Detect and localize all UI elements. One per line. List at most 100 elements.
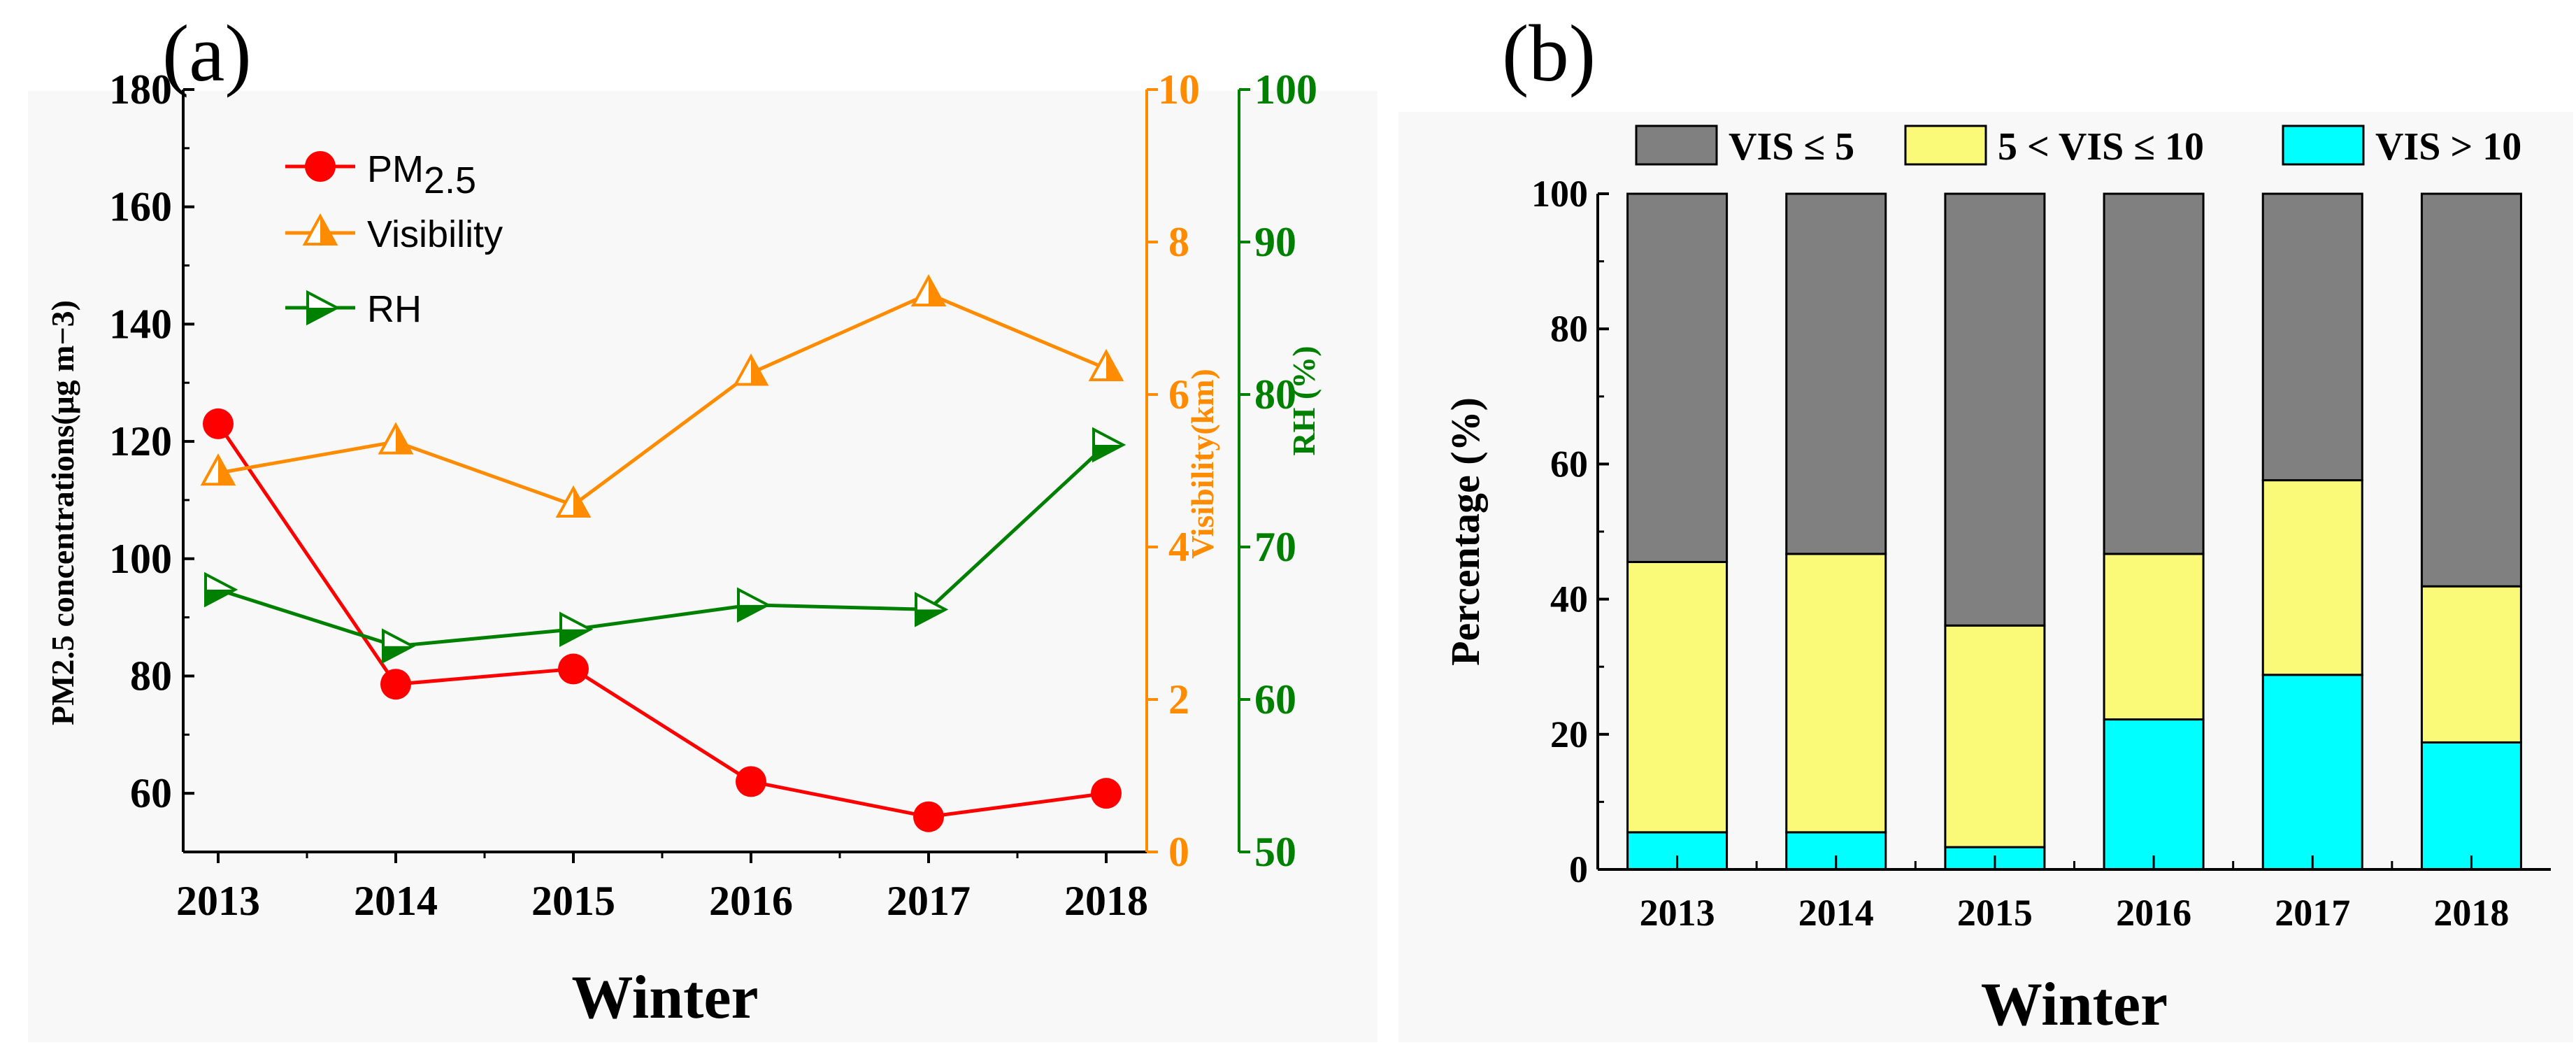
legend-label-pm25: PM2.5	[367, 148, 476, 201]
data-point	[558, 653, 589, 685]
series-line	[217, 292, 1107, 507]
bar-segment	[1944, 624, 2046, 848]
series-visibility	[200, 273, 1124, 518]
data-point-fill	[573, 488, 589, 517]
series-line	[216, 422, 1107, 819]
chart-b: (b) 2013 2014 2015 2016 2017 2018 0 20 40 60 80 100 W…	[1443, 9, 2551, 1039]
legend-label-vis: Visibility	[367, 213, 503, 255]
left-y-tick-label: 180	[109, 66, 172, 113]
y-tick-label: 20	[1550, 713, 1588, 755]
rh-y-axis-title: RH (%)	[1286, 346, 1322, 455]
bar-segment	[1785, 553, 1887, 834]
bar-segment	[1626, 831, 1729, 871]
bar-segment	[2420, 192, 2522, 588]
bar-segment	[2420, 585, 2522, 744]
data-point	[736, 766, 766, 797]
legend-marker-rh-fill	[308, 308, 337, 323]
bar-segment	[1626, 560, 1729, 834]
x-tick-label: 2014	[354, 878, 438, 924]
bar-segment	[2420, 741, 2522, 871]
rh-y-tick-label: 50	[1254, 829, 1296, 875]
data-point-fill	[396, 425, 411, 453]
bar-stack-2014	[1785, 192, 1887, 871]
left-y-tick-label: 140	[109, 301, 172, 347]
left-y-tick-label: 160	[109, 184, 172, 230]
data-point-fill	[1106, 351, 1122, 380]
chart-a: (a) 60 80 100 120 140 160 180 0 2 4 6 8 10 50 60 70 80 90 1…	[45, 9, 1322, 1032]
left-y-tick-label: 120	[109, 418, 172, 464]
bar-segment	[2103, 192, 2205, 555]
x-axis-title: Winter	[571, 964, 758, 1032]
x-axis-title: Winter	[1981, 971, 2168, 1039]
x-tick-label: 2016	[2116, 892, 2191, 934]
legend-swatch	[1904, 125, 1987, 166]
series-pm25	[203, 408, 1122, 832]
legend-label-pm-main: PM	[367, 148, 424, 190]
data-point	[913, 801, 944, 832]
x-tick-label: 2014	[1798, 892, 1874, 934]
legend-a: PM2.5 Visibility RH	[285, 148, 503, 330]
visibility-y-tick-label: 6	[1168, 371, 1189, 418]
left-y-tick-label: 80	[130, 653, 172, 699]
data-point-fill	[738, 604, 768, 620]
legend-swatch	[1635, 125, 1718, 166]
panel-label-a: (a)	[162, 9, 252, 98]
visibility-y-tick-label: 2	[1168, 676, 1189, 723]
x-tick-label: 2013	[1640, 892, 1715, 934]
visibility-y-axis-title: Visibility(km)	[1185, 369, 1220, 559]
legend-label: 5 < VIS ≤ 10	[1998, 125, 2204, 169]
x-tick-label: 2013	[176, 878, 260, 924]
data-point-fill	[916, 609, 945, 625]
bar-segment	[2103, 718, 2205, 871]
rh-y-tick-label: 60	[1254, 676, 1296, 723]
data-point-fill	[561, 629, 590, 645]
legend-label-pm-sub: 2.5	[424, 159, 476, 201]
rh-y-tick-label: 80	[1254, 371, 1296, 418]
y-tick-label: 60	[1550, 443, 1588, 485]
y-tick-label: 0	[1569, 848, 1588, 890]
bar-segment	[1785, 192, 1887, 555]
data-point-fill	[383, 646, 413, 662]
y-tick-label: 100	[1531, 173, 1588, 215]
visibility-y-tick-label: 0	[1168, 829, 1189, 875]
x-tick-label: 2015	[1957, 892, 2033, 934]
panel-a-background	[28, 91, 1378, 1042]
left-y-tick-label: 60	[130, 770, 172, 816]
series-line	[217, 443, 1108, 648]
data-point-fill	[218, 456, 234, 485]
x-tick-label: 2016	[709, 878, 793, 924]
legend-label: VIS > 10	[2375, 125, 2521, 169]
data-point	[203, 408, 234, 439]
data-point	[1091, 778, 1122, 809]
legend-label: VIS ≤ 5	[1729, 125, 1854, 169]
legend-label-rh: RH	[367, 288, 422, 330]
y-tick-label: 80	[1550, 308, 1588, 350]
bar-segment	[2261, 192, 2363, 482]
bar-stack-2018	[2420, 192, 2522, 871]
x-tick-label: 2018	[2433, 892, 2509, 934]
visibility-y-tick-label: 4	[1168, 524, 1189, 570]
left-y-tick-label: 100	[109, 536, 172, 582]
x-tick-label: 2018	[1064, 878, 1148, 924]
data-point-fill	[206, 590, 235, 606]
x-tick-label: 2017	[887, 878, 971, 924]
y-tick-label: 40	[1550, 578, 1588, 620]
bar-segment	[2261, 674, 2363, 871]
legend-marker-vis-fill	[320, 216, 336, 244]
bar-stack-2015	[1944, 192, 2046, 871]
legend-swatch	[2282, 125, 2365, 166]
bar-stack-2017	[2261, 192, 2363, 871]
bar-segment	[1944, 192, 2046, 627]
x-tick-label: 2017	[2275, 892, 2350, 934]
legend-marker-pm	[305, 151, 336, 182]
bar-stack-2013	[1626, 192, 1729, 871]
visibility-y-tick-label: 8	[1168, 219, 1189, 265]
bar-segment	[1626, 192, 1729, 563]
bar-segment	[2261, 479, 2363, 676]
bar-stack-2016	[2103, 192, 2205, 871]
visibility-y-tick-label: 10	[1158, 66, 1200, 113]
rh-y-tick-label: 70	[1254, 524, 1296, 570]
rh-y-tick-label: 90	[1254, 219, 1296, 265]
bar-segment	[2103, 553, 2205, 721]
